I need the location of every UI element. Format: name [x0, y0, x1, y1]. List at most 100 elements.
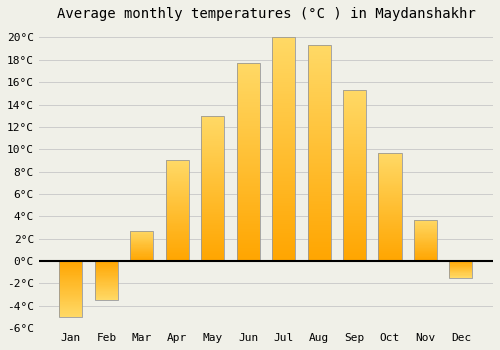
Bar	[95, 280, 118, 281]
Bar	[60, 285, 82, 286]
Bar	[308, 172, 330, 173]
Bar	[95, 276, 118, 277]
Bar	[343, 186, 366, 187]
Bar	[308, 88, 330, 89]
Bar	[378, 201, 402, 202]
Bar	[272, 62, 295, 63]
Bar	[308, 215, 330, 216]
Bar	[308, 197, 330, 198]
Bar	[201, 213, 224, 214]
Bar	[60, 295, 82, 296]
Bar	[201, 221, 224, 222]
Bar	[308, 203, 330, 204]
Bar	[236, 178, 260, 180]
Bar	[272, 203, 295, 204]
Bar	[343, 158, 366, 159]
Bar	[343, 119, 366, 120]
Bar	[201, 256, 224, 257]
Bar	[378, 214, 402, 215]
Bar	[343, 246, 366, 248]
Bar	[378, 163, 402, 164]
Bar	[95, 292, 118, 294]
Bar	[236, 166, 260, 167]
Bar	[378, 244, 402, 245]
Bar	[272, 186, 295, 187]
Bar	[60, 296, 82, 297]
Bar	[343, 142, 366, 144]
Bar	[236, 154, 260, 155]
Bar	[272, 74, 295, 76]
Bar	[166, 232, 189, 233]
Bar	[308, 100, 330, 101]
Bar	[236, 219, 260, 220]
Bar	[166, 167, 189, 168]
Bar	[272, 184, 295, 185]
Bar	[166, 215, 189, 216]
Bar	[378, 224, 402, 225]
Bar	[450, 276, 472, 277]
Bar	[343, 146, 366, 147]
Bar	[308, 45, 330, 47]
Bar	[378, 167, 402, 168]
Bar	[60, 266, 82, 267]
Bar	[378, 220, 402, 221]
Bar	[414, 240, 437, 241]
Bar	[308, 109, 330, 110]
Bar	[236, 155, 260, 156]
Bar	[166, 208, 189, 209]
Bar	[378, 240, 402, 241]
Bar	[236, 129, 260, 130]
Bar	[308, 251, 330, 252]
Bar	[201, 181, 224, 182]
Bar	[378, 199, 402, 201]
Bar	[236, 110, 260, 111]
Bar	[272, 148, 295, 149]
Bar	[378, 204, 402, 205]
Bar	[272, 139, 295, 140]
Bar	[201, 229, 224, 230]
Bar	[378, 170, 402, 172]
Bar	[343, 163, 366, 164]
Bar	[166, 191, 189, 192]
Bar	[378, 245, 402, 246]
Bar	[343, 240, 366, 241]
Bar	[378, 174, 402, 175]
Bar	[95, 263, 118, 265]
Bar	[236, 149, 260, 150]
Bar	[95, 278, 118, 279]
Bar	[166, 224, 189, 225]
Bar	[308, 212, 330, 213]
Bar	[343, 236, 366, 237]
Bar	[236, 246, 260, 248]
Bar	[95, 268, 118, 269]
Bar	[236, 71, 260, 72]
Bar	[201, 166, 224, 167]
Bar	[236, 236, 260, 237]
Bar	[166, 166, 189, 167]
Bar	[201, 120, 224, 121]
Bar	[201, 177, 224, 178]
Bar	[272, 53, 295, 54]
Bar	[201, 197, 224, 198]
Bar	[272, 170, 295, 172]
Bar	[450, 272, 472, 273]
Bar	[343, 233, 366, 234]
Bar	[343, 190, 366, 191]
Bar	[378, 215, 402, 216]
Bar	[272, 84, 295, 85]
Bar	[60, 309, 82, 310]
Bar	[378, 243, 402, 244]
Bar	[343, 147, 366, 148]
Bar	[308, 195, 330, 196]
Bar	[272, 126, 295, 127]
Bar	[308, 259, 330, 260]
Bar	[343, 166, 366, 167]
Bar	[236, 73, 260, 74]
Bar	[272, 158, 295, 159]
Bar	[343, 157, 366, 158]
Bar	[201, 156, 224, 157]
Bar	[308, 91, 330, 92]
Bar	[378, 217, 402, 219]
Bar	[236, 160, 260, 162]
Bar	[236, 168, 260, 169]
